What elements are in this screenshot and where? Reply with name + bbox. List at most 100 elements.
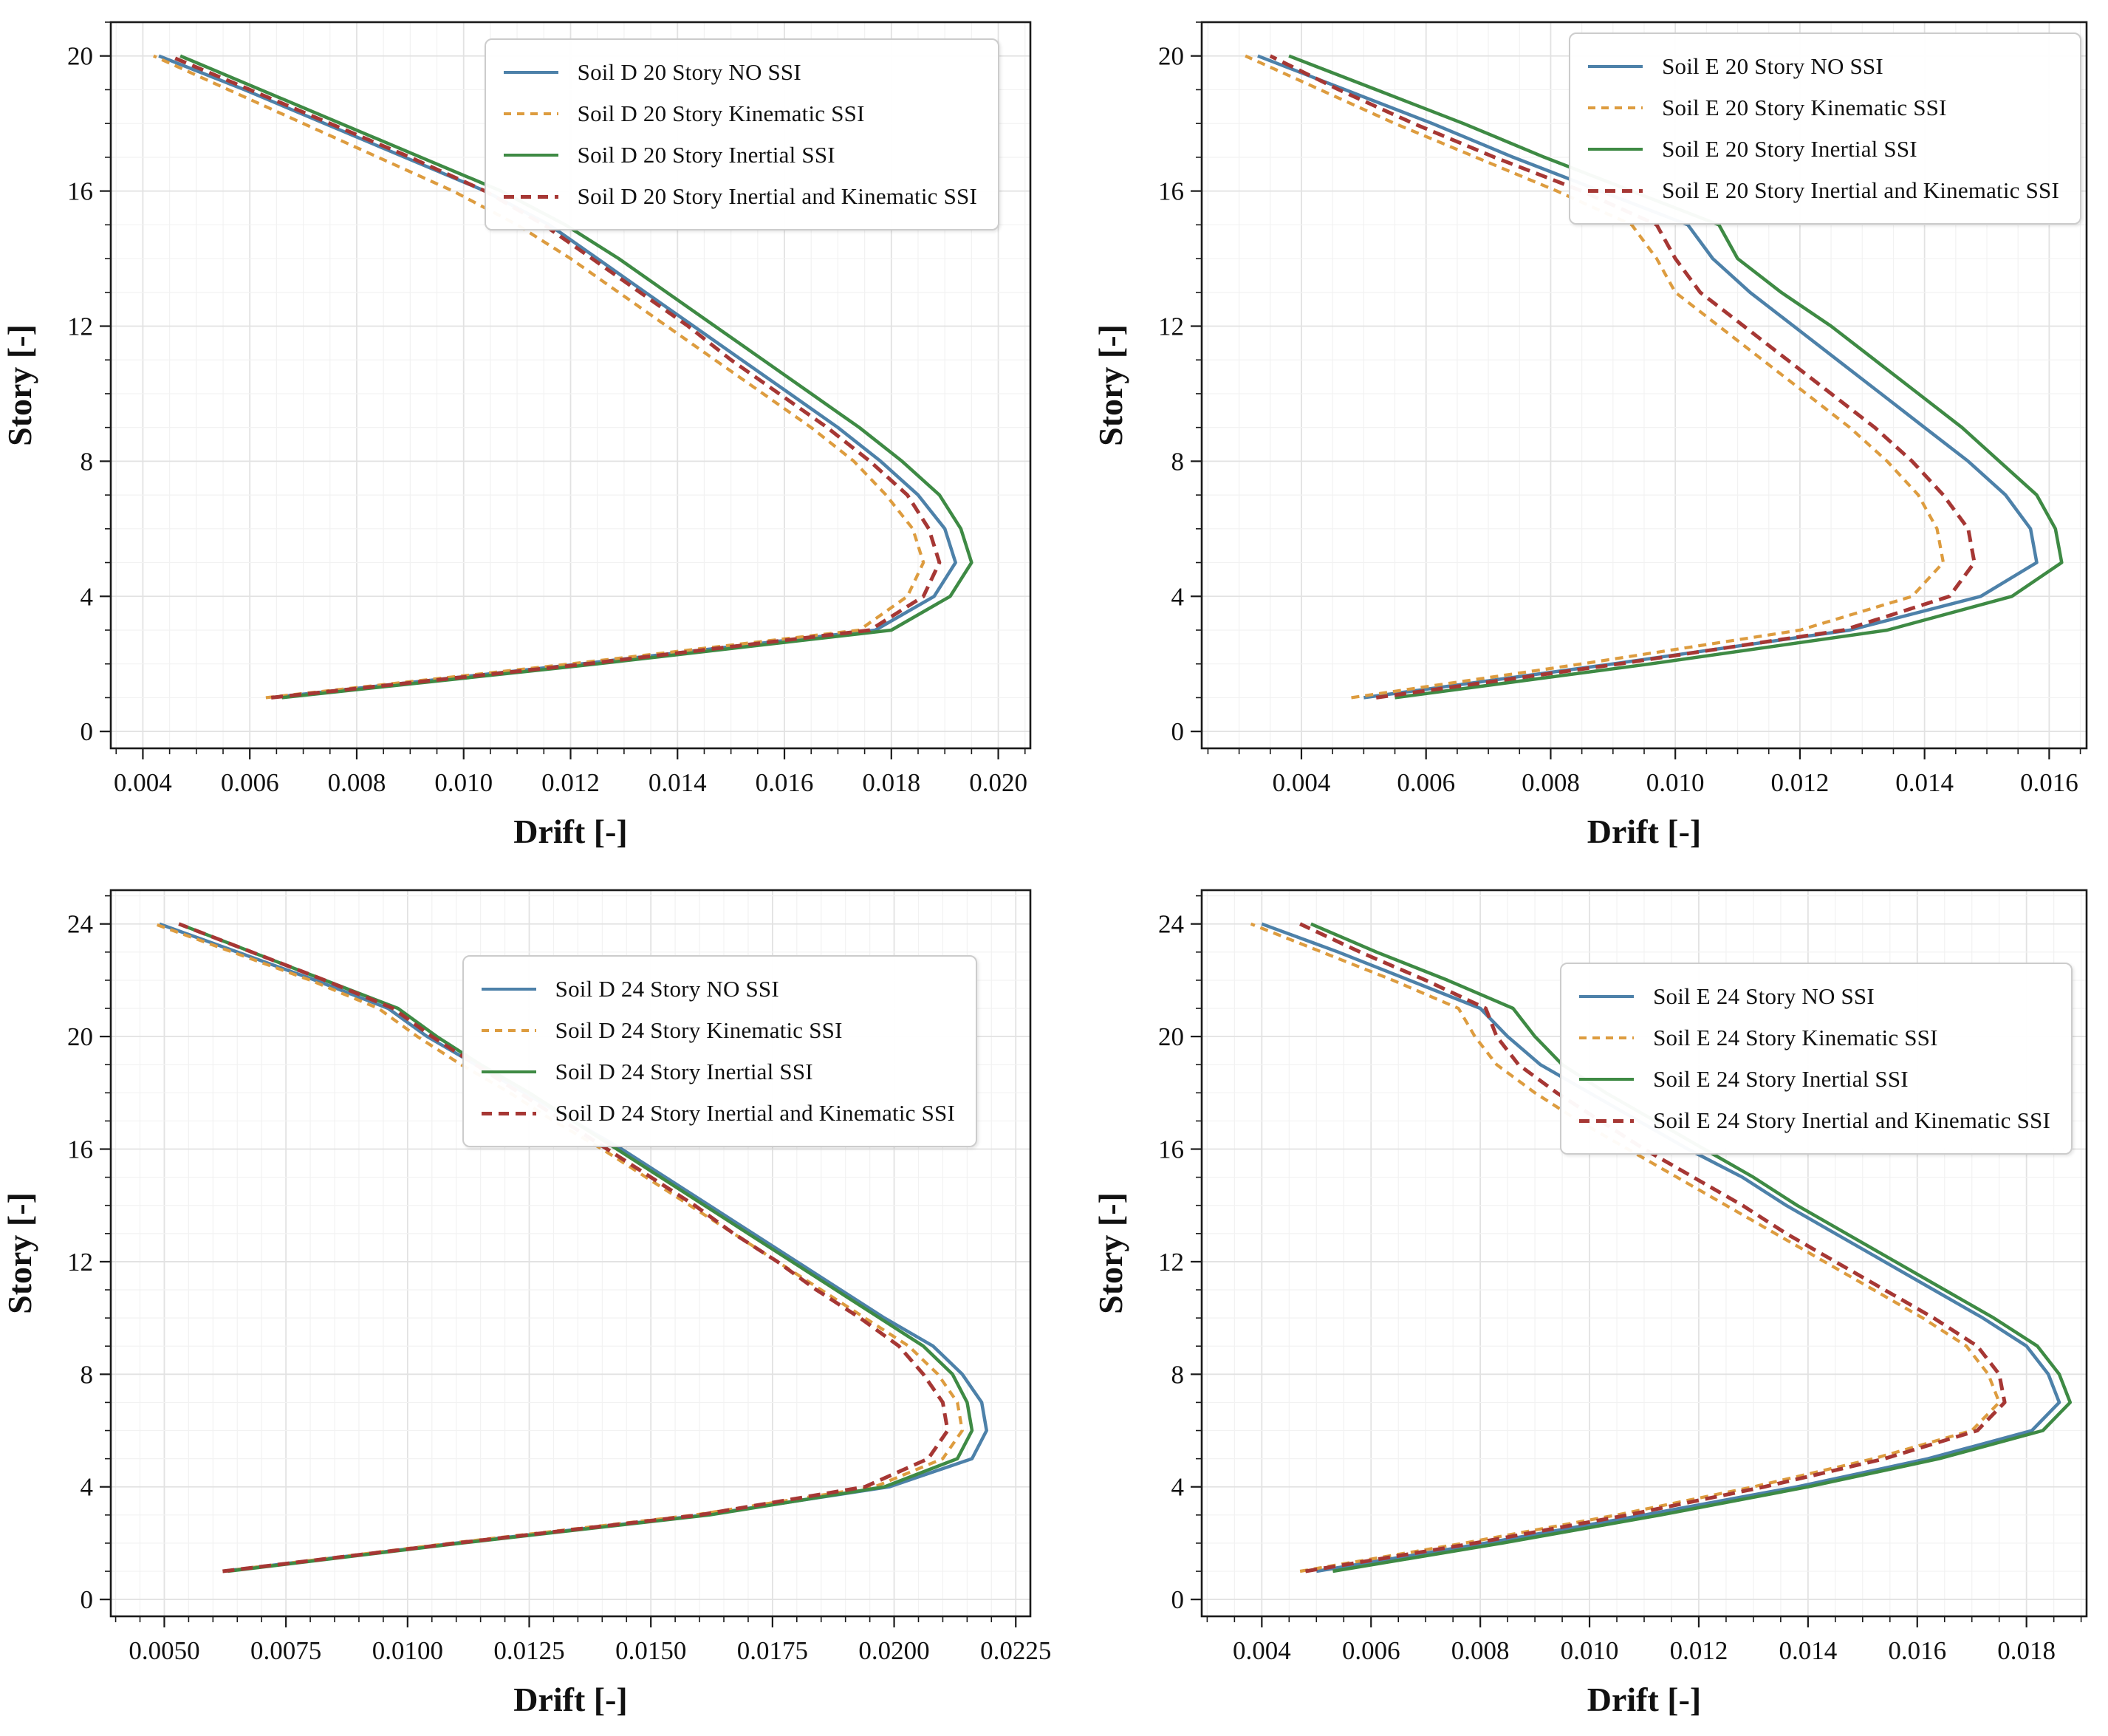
legend-item: Soil D 24 Story Inertial SSI [481, 1051, 955, 1093]
y-tick-label: 0 [1171, 1585, 1185, 1614]
series-line-3 [1269, 54, 1977, 700]
y-tick-label: 20 [1158, 42, 1184, 71]
x-tick-label: 0.006 [1342, 1636, 1400, 1665]
x-tick-label: 0.012 [1670, 1636, 1728, 1665]
x-tick-label: 0.008 [1522, 768, 1580, 797]
legend-line-sample [1579, 994, 1635, 999]
x-tick-label: 0.012 [1771, 768, 1830, 797]
legend-line-sample [481, 987, 536, 991]
x-axis-label: Drift [-] [513, 813, 628, 850]
legend-item: Soil E 24 Story Inertial SSI [1579, 1059, 2050, 1100]
x-tick-label: 0.008 [1451, 1636, 1510, 1665]
legend-item: Soil E 20 Story Inertial and Kinematic S… [1588, 170, 2059, 211]
y-axis-label: Story [-] [1092, 324, 1129, 446]
legend-label: Soil D 20 Story Inertial SSI [577, 142, 835, 168]
x-tick-label: 0.0150 [615, 1636, 686, 1665]
y-tick-label: 20 [1158, 1022, 1184, 1051]
y-tick-label: 12 [67, 1248, 93, 1277]
x-tick-label: 0.0050 [129, 1636, 199, 1665]
y-axis-label: Story [-] [1, 324, 38, 446]
legend-item: Soil D 20 Story NO SSI [503, 52, 977, 93]
y-tick-label: 12 [67, 312, 93, 341]
legend-line-sample [503, 194, 558, 199]
legend-line-sample [1588, 106, 1643, 109]
x-tick-label: 0.006 [221, 768, 279, 797]
series-line-2 [178, 922, 974, 1573]
x-tick-label: 0.0100 [372, 1636, 443, 1665]
x-tick-label: 0.004 [114, 768, 172, 797]
chart-canvas-soil-d-20: 0.004 0.006 0.008 0.010 0.012 0.014 0.016 0.018… [1, 21, 1032, 850]
y-tick-label: 20 [67, 42, 93, 71]
x-tick-label: 0.010 [1646, 768, 1705, 797]
plot-frame [1200, 21, 2088, 750]
legend-label: Soil D 20 Story Inertial and Kinematic S… [577, 183, 977, 209]
y-axis-label: Story [-] [1, 1192, 38, 1314]
x-tick-label: 0.020 [969, 768, 1027, 797]
legend-label: Soil D 20 Story Kinematic SSI [577, 100, 865, 126]
legend-label: Soil E 24 Story Inertial and Kinematic S… [1653, 1107, 2050, 1133]
y-tick-label: 8 [81, 1360, 94, 1389]
x-axis-label: Drift [-] [1587, 813, 1702, 850]
y-tick-label: 20 [67, 1022, 93, 1051]
legend-line-sample [481, 1070, 536, 1074]
x-tick-label: 0.004 [1273, 768, 1331, 797]
legend-item: Soil D 20 Story Inertial and Kinematic S… [503, 176, 977, 217]
x-tick-label: 0.016 [756, 768, 814, 797]
legend-label: Soil D 24 Story NO SSI [555, 976, 779, 1002]
legend-label: Soil D 24 Story Inertial SSI [555, 1059, 813, 1084]
legend-label: Soil E 20 Story Inertial and Kinematic S… [1662, 177, 2059, 203]
chart-canvas-soil-e-24: 0.004 0.006 0.008 0.010 0.012 0.014 0.016 0.018… [1092, 889, 2088, 1718]
legend-soil-d-24: Soil D 24 Story NO SSI Soil D 24 Story Ki… [462, 955, 977, 1147]
legend-soil-e-24: Soil E 24 Story NO SSI Soil E 24 Story Ki… [1560, 963, 2073, 1155]
x-tick-label: 0.004 [1233, 1636, 1291, 1665]
series-line-2 [1288, 54, 2064, 700]
legend-line-sample [503, 153, 558, 157]
legend-line-sample [503, 70, 558, 75]
x-tick-label: 0.0075 [250, 1636, 321, 1665]
legend-item: Soil E 20 Story Kinematic SSI [1588, 87, 2059, 129]
series-line-0 [1261, 922, 2061, 1573]
y-tick-label: 0 [1171, 717, 1185, 746]
x-axis-label: Drift [-] [513, 1681, 628, 1718]
y-tick-label: 4 [1171, 1473, 1185, 1502]
y-tick-label: 12 [1158, 312, 1184, 341]
chart-panel-soil-e-24-story: 0.004 0.006 0.008 0.010 0.012 0.014 0.016 0.018… [1054, 868, 2108, 1736]
x-tick-label: 0.018 [1997, 1636, 2056, 1665]
chart-panel-soil-d-20-story: 0.004 0.006 0.008 0.010 0.012 0.014 0.016 0.018… [0, 0, 1054, 868]
legend-line-sample [1579, 1036, 1635, 1039]
series-line-0 [159, 922, 988, 1573]
series-line-1 [1250, 922, 2001, 1573]
legend-line-sample [1588, 64, 1643, 69]
y-tick-label: 0 [81, 1585, 94, 1614]
legend-item: Soil D 20 Story Inertial SSI [503, 134, 977, 176]
x-tick-label: 0.012 [541, 768, 600, 797]
legend-label: Soil E 24 Story NO SSI [1653, 983, 1875, 1009]
y-tick-label: 8 [81, 447, 94, 476]
legend-item: Soil E 24 Story NO SSI [1579, 976, 2050, 1017]
y-tick-label: 16 [1158, 177, 1184, 206]
legend-line-sample [1579, 1077, 1635, 1081]
y-tick-label: 8 [1171, 447, 1185, 476]
x-tick-label: 0.014 [649, 768, 707, 797]
legend-label: Soil E 20 Story Kinematic SSI [1662, 95, 1947, 120]
x-tick-label: 0.0175 [737, 1636, 808, 1665]
x-axis-label: Drift [-] [1587, 1681, 1702, 1718]
plot-frame [1200, 889, 2088, 1618]
legend-item: Soil E 20 Story Inertial SSI [1588, 129, 2059, 170]
legend-label: Soil E 24 Story Inertial SSI [1653, 1066, 1909, 1092]
series-line-3 [168, 54, 942, 700]
series-line-1 [153, 54, 925, 700]
legend-label: Soil E 20 Story Inertial SSI [1662, 136, 1917, 162]
legend-item: Soil E 20 Story NO SSI [1588, 46, 2059, 87]
legend-label: Soil D 20 Story NO SSI [577, 59, 801, 85]
legend-item: Soil D 24 Story Kinematic SSI [481, 1010, 955, 1051]
legend-item: Soil E 24 Story Inertial and Kinematic S… [1579, 1100, 2050, 1141]
chart-canvas-soil-e-20: 0.004 0.006 0.008 0.010 0.012 0.014 0.016 0 4 8 12… [1092, 21, 2088, 850]
x-tick-label: 0.014 [1895, 768, 1954, 797]
legend-line-sample [481, 1111, 536, 1115]
series-line-1 [154, 922, 964, 1573]
x-tick-label: 0.006 [1397, 768, 1455, 797]
legend-soil-d-20: Soil D 20 Story NO SSI Soil D 20 Story Ki… [484, 38, 999, 230]
x-tick-label: 0.010 [1561, 1636, 1619, 1665]
